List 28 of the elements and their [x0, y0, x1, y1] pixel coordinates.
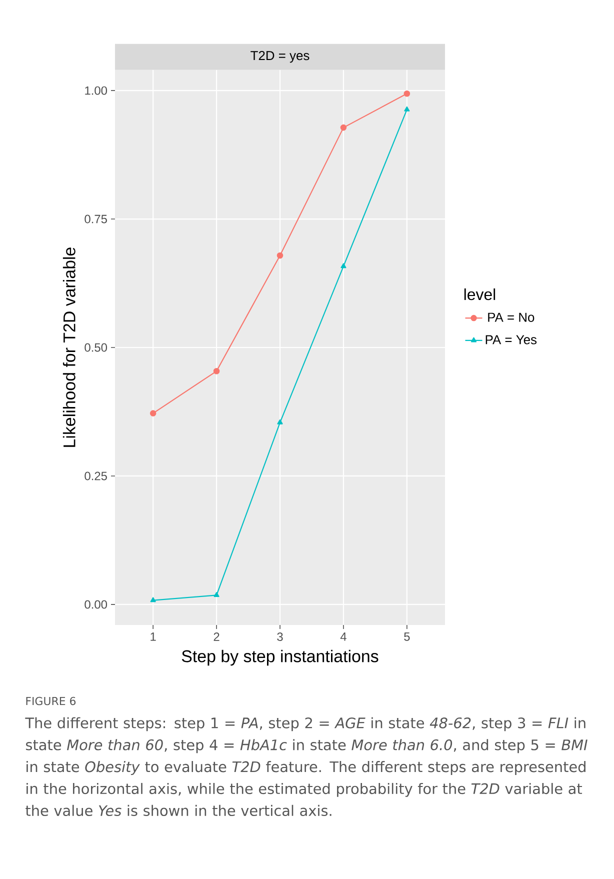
x-axis-title: Step by step instantiations — [182, 650, 378, 666]
point — [213, 368, 220, 374]
y-tick-label: 0.75 — [84, 214, 107, 224]
point — [404, 90, 410, 97]
point — [150, 597, 156, 602]
point — [340, 124, 347, 131]
legend-label: PA = Yes — [486, 335, 537, 344]
y-axis-title: Likelihood for T2D variable — [62, 248, 76, 447]
x-tick-label: 1 — [150, 632, 156, 641]
x-tick-label: 4 — [340, 632, 346, 641]
text: The different steps: step 1 = PA, step 2 = AGE in state 48-62, step 3 = FLI in state More than 60, step 4 = HbA1c in state More than 6.0, and step 5 = BMI in state Obesity to evaluate T2D feature. The different steps are represented in the horizontal axis, while the estimated probability for the T2D variable at the value Yes is shown in the vertical axis. — [25, 717, 588, 816]
y-tick-label: 0.25 — [84, 472, 107, 480]
point — [150, 410, 156, 416]
y-tick-label: 0.50 — [84, 343, 108, 352]
legend-label: PA = No — [488, 312, 534, 322]
point — [404, 106, 410, 112]
x-tick-label: 3 — [277, 632, 283, 641]
y-tick-label: 0.00 — [84, 600, 108, 609]
point — [340, 263, 346, 268]
x-tick-label: 2 — [214, 632, 220, 641]
chart-title: T2D = yes — [250, 50, 310, 63]
point — [276, 252, 284, 259]
legend-title: level — [464, 288, 496, 300]
caption: FIGURE 6 — [26, 696, 76, 706]
point — [214, 592, 220, 598]
y-tick-label: 1.00 — [85, 86, 108, 95]
x-tick-label: 5 — [404, 632, 410, 641]
point — [277, 419, 283, 424]
